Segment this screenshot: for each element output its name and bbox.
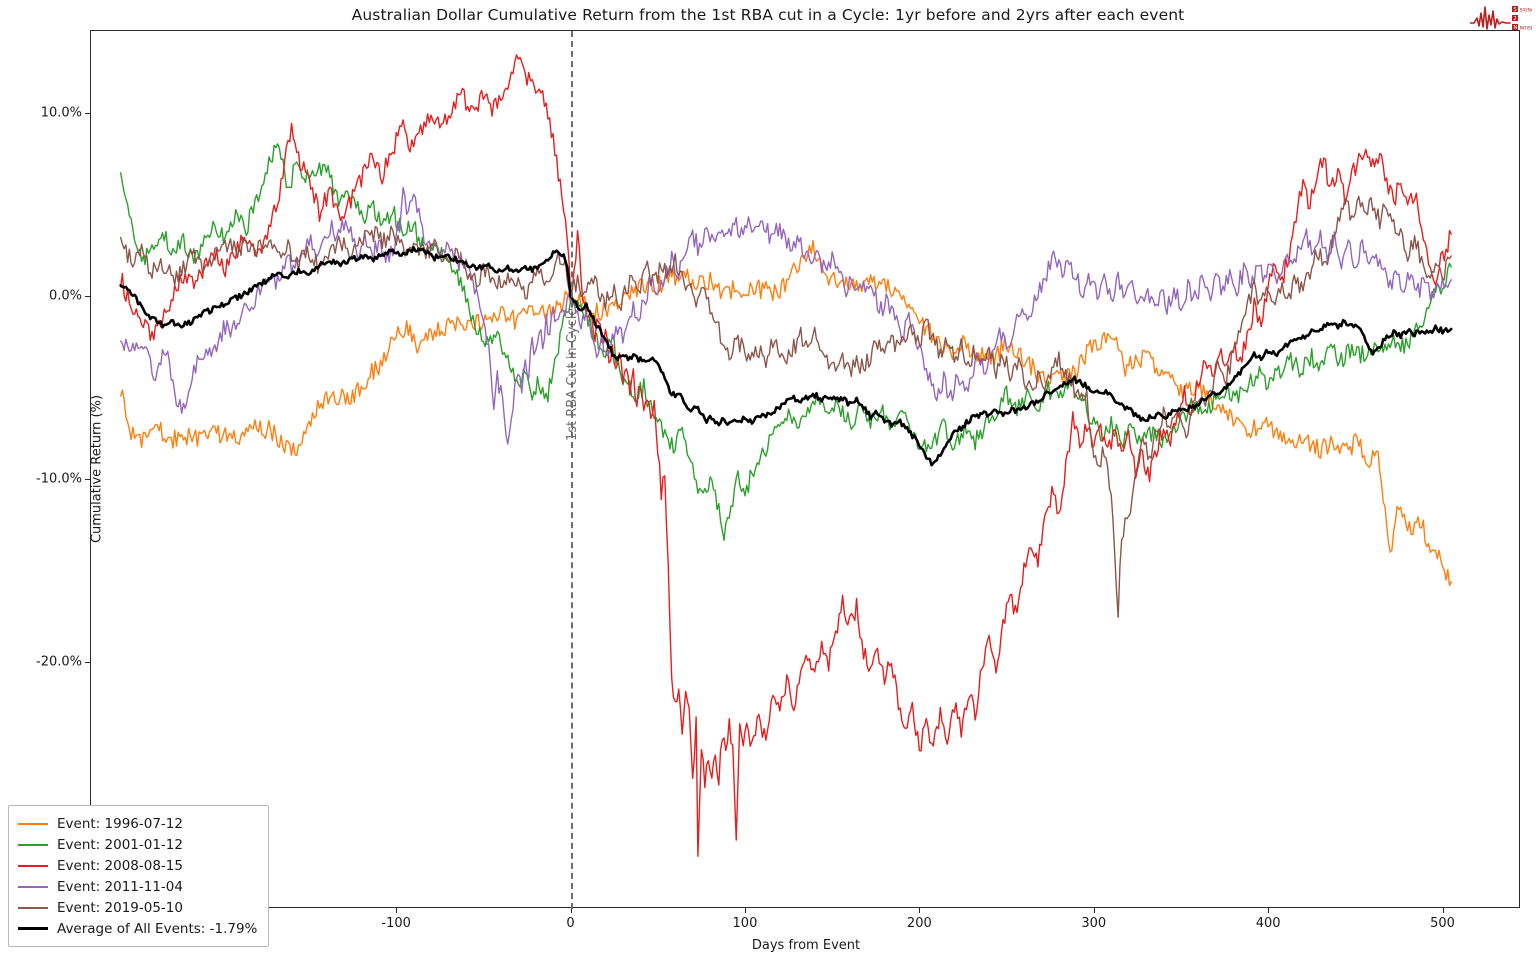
series-line <box>119 54 1452 857</box>
legend-color-swatch <box>18 906 48 909</box>
x-axis-tick-mark <box>744 907 746 913</box>
x-axis-tick-mark <box>396 907 398 913</box>
plot-area: Cumulative Return (%) Days from Event 10… <box>36 30 1520 953</box>
legend-item[interactable]: Event: 2019-05-10 <box>18 897 257 918</box>
series-line <box>119 246 1453 467</box>
y-axis-tick-mark <box>85 662 91 664</box>
watermark-icon: SIGNAL NOISE S 2 N <box>1469 6 1536 31</box>
signal-2-noise-watermark-logo: SIGNAL NOISE S 2 N <box>1469 1 1536 35</box>
legend-item[interactable]: Event: 2008-08-15 <box>18 855 257 876</box>
legend-item-label: Event: 1996-07-12 <box>57 815 183 832</box>
series-line <box>119 239 1452 587</box>
legend-color-swatch <box>18 864 48 867</box>
svg-text:SIGNAL: SIGNAL <box>1520 7 1533 13</box>
y-axis-tick-label: 0.0% <box>48 288 82 304</box>
legend-item-label: Event: 2008-08-15 <box>57 857 183 874</box>
x-axis-tick-mark <box>1093 907 1095 913</box>
x-axis-tick-mark <box>1268 907 1270 913</box>
y-axis-tick-mark <box>85 479 91 481</box>
legend-item[interactable]: Event: 2011-11-04 <box>18 876 257 897</box>
y-axis-tick-label: -10.0% <box>36 471 82 487</box>
x-axis-tick-label: 100 <box>732 916 758 931</box>
x-axis-tick-label: 400 <box>1255 916 1281 931</box>
x-axis-tick-mark <box>1442 907 1444 913</box>
series-line <box>119 143 1452 541</box>
legend: Event: 1996-07-12 Event: 2001-01-12 Event:… <box>8 805 270 947</box>
x-axis-tick-label: 0 <box>566 916 575 931</box>
legend-item-label: Event: 2011-11-04 <box>57 878 183 895</box>
series-line <box>119 195 1452 619</box>
legend-item[interactable]: Event: 1996-07-12 <box>18 813 257 834</box>
event-line-label: 1st RBA Cut in Cycle <box>564 307 580 441</box>
y-axis-label: Cumulative Return (%) <box>89 394 105 544</box>
x-axis-tick-label: -100 <box>381 916 411 931</box>
x-axis-tick-label: 300 <box>1081 916 1107 931</box>
x-axis-tick-label: 200 <box>906 916 932 931</box>
legend-color-swatch <box>18 927 48 930</box>
y-axis-tick-mark <box>85 296 91 298</box>
y-axis-tick-mark <box>85 113 91 115</box>
legend-item[interactable]: Event: 2001-01-12 <box>18 834 257 855</box>
svg-text:S: S <box>1513 7 1516 13</box>
x-axis-tick-mark <box>919 907 921 913</box>
y-axis-tick-label: 10.0% <box>40 105 82 121</box>
legend-item-label: Event: 2001-01-12 <box>57 836 183 853</box>
x-axis-label: Days from Event <box>751 938 861 953</box>
legend-item-label: Event: 2019-05-10 <box>57 899 183 916</box>
x-axis-tick-label: 500 <box>1430 916 1455 931</box>
svg-text:N: N <box>1513 25 1517 31</box>
svg-text:2: 2 <box>1513 16 1516 22</box>
x-axis-tick-mark <box>570 907 572 913</box>
series-line <box>119 186 1452 445</box>
legend-color-swatch <box>18 822 48 825</box>
legend-item-label: Average of All Events: -1.79% <box>57 920 258 937</box>
svg-text:NOISE: NOISE <box>1520 25 1533 31</box>
series-canvas <box>119 54 1453 857</box>
legend-color-swatch <box>18 843 48 846</box>
legend-item[interactable]: Average of All Events: -1.79% <box>18 918 257 939</box>
event-vertical-line <box>570 31 573 909</box>
y-axis-tick-label: -20.0% <box>36 654 82 670</box>
legend-color-swatch <box>18 885 48 888</box>
page-title: Australian Dollar Cumulative Return from… <box>351 6 1185 24</box>
